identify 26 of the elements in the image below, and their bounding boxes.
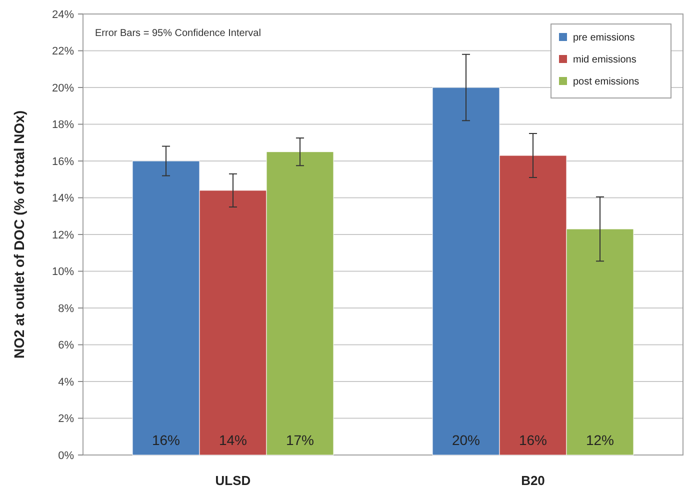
x-tick-label: B20 xyxy=(521,473,545,488)
y-tick-label: 18% xyxy=(52,119,74,132)
annotation: Error Bars = 95% Confidence Interval xyxy=(95,28,261,39)
y-tick-label: 2% xyxy=(58,413,74,426)
y-tick-label: 20% xyxy=(52,82,74,94)
y-tick-label: 14% xyxy=(52,192,74,205)
y-axis-title: NO2 at outlet of DOC (% of total NOx) xyxy=(11,110,27,359)
y-tick-label: 22% xyxy=(52,46,74,58)
data-label: 17% xyxy=(286,432,314,448)
y-tick-label: 10% xyxy=(52,266,74,278)
y-tick-label: 0% xyxy=(58,450,74,462)
legend-label: mid emissions xyxy=(573,54,636,66)
data-label: 20% xyxy=(452,432,480,448)
data-label: 14% xyxy=(218,432,248,448)
y-tick-label: 16% xyxy=(52,156,74,168)
data-label: 16% xyxy=(152,432,180,448)
y-tick-label: 24% xyxy=(52,8,74,21)
legend-label: post emissions xyxy=(573,76,640,88)
x-tick-label: ULSD xyxy=(215,473,251,488)
legend-label: pre emissions xyxy=(573,32,635,44)
y-tick-label: 4% xyxy=(58,376,74,388)
y-tick-label: 6% xyxy=(58,340,74,352)
data-label: 16% xyxy=(518,432,548,448)
y-tick-label: 8% xyxy=(58,302,74,315)
y-tick-label: 12% xyxy=(52,229,74,242)
data-label: 12% xyxy=(586,432,614,448)
